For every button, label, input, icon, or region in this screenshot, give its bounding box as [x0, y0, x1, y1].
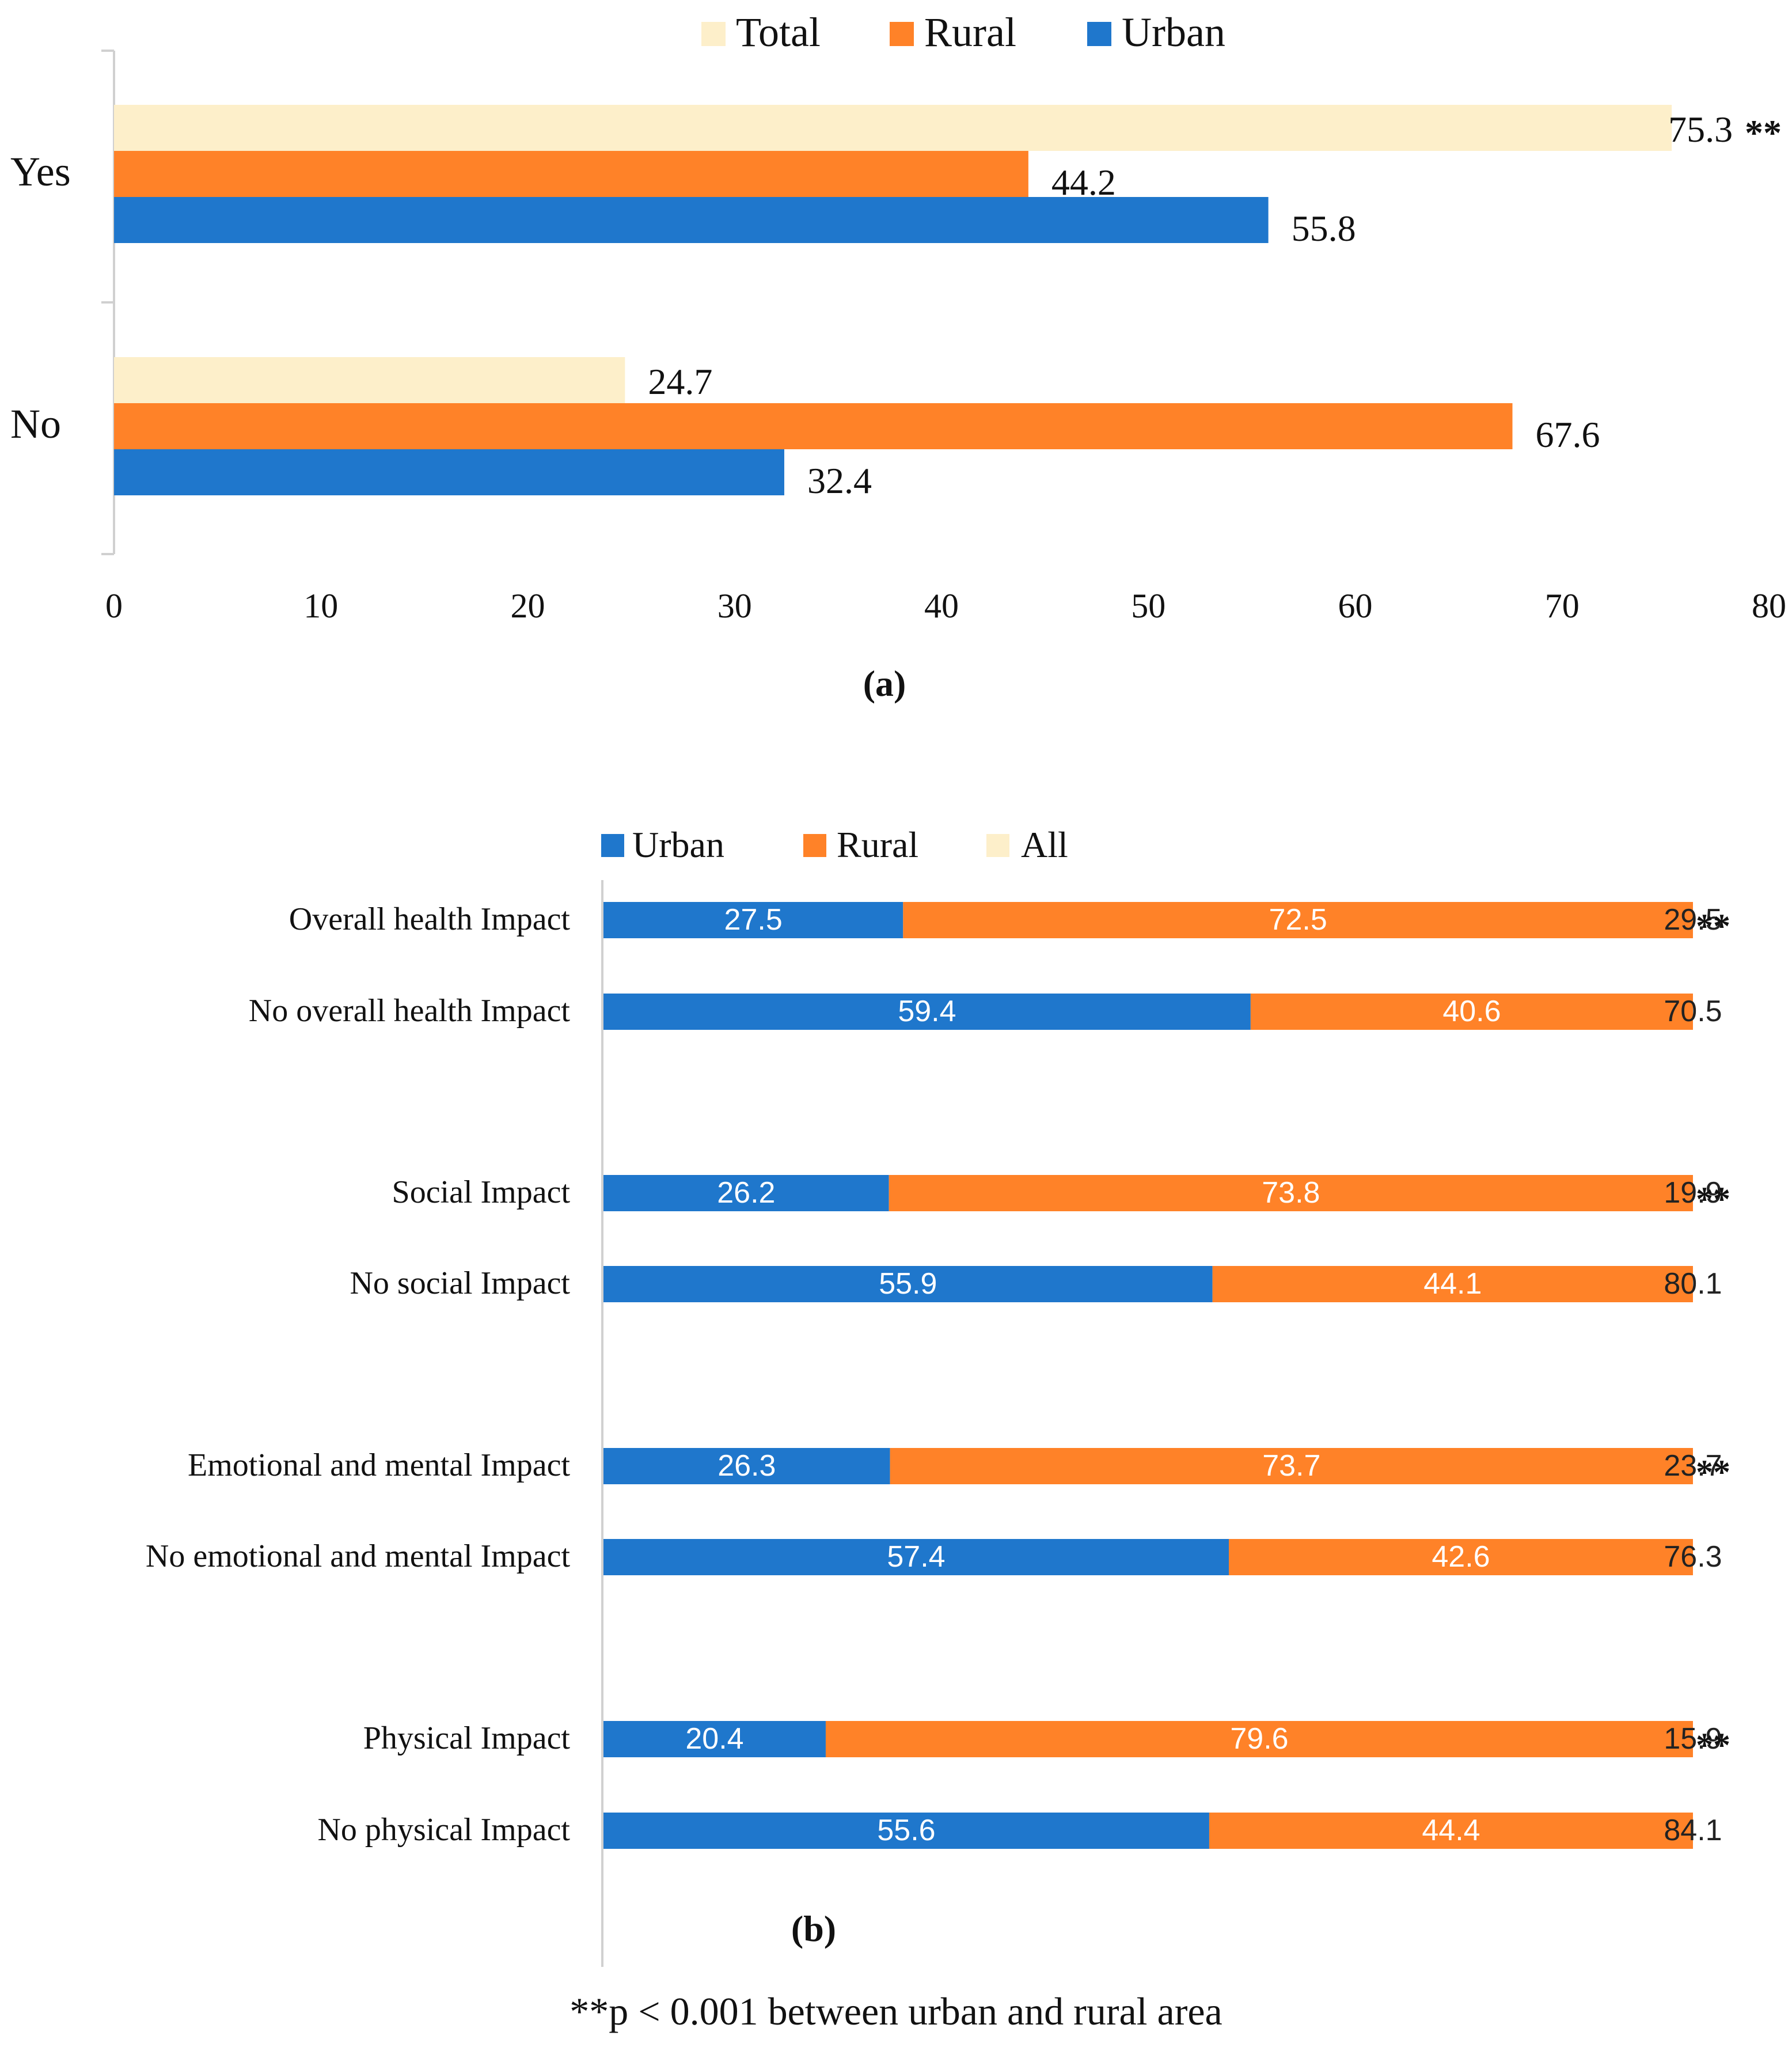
- segment-physical-impact-urban: [603, 1721, 826, 1757]
- legend-swatch-b-rural: [803, 834, 826, 857]
- segment-label-emotional-and-mental-impact-rural: 73.7: [1262, 1449, 1320, 1483]
- category-label-no-overall-health-impact: No overall health Impact: [249, 993, 571, 1029]
- segment-label-no-physical-impact-all: 84.1: [1664, 1814, 1722, 1847]
- panel-label-b: (b): [791, 1908, 836, 1949]
- segment-no-physical-impact-urban: [603, 1813, 1209, 1849]
- segment-no-emotional-and-mental-impact-rural: [1229, 1539, 1693, 1575]
- x-tick-label-0: 0: [105, 587, 123, 625]
- segment-label-physical-impact-urban: 20.4: [685, 1722, 743, 1756]
- segment-no-social-impact-rural: [1212, 1266, 1693, 1302]
- category-label-social-impact: Social Impact: [392, 1174, 571, 1210]
- segment-label-no-social-impact-urban: 55.9: [879, 1267, 937, 1301]
- segment-no-overall-health-impact-rural: [1250, 994, 1693, 1030]
- category-label-no-physical-impact: No physical Impact: [317, 1812, 570, 1848]
- legend-label-urban: Urban: [1122, 9, 1225, 55]
- significance-emotional-and-mental-impact: **: [1696, 1453, 1730, 1491]
- category-label-physical-impact: Physical Impact: [363, 1720, 571, 1756]
- category-label-yes: Yes: [10, 149, 71, 195]
- segment-label-emotional-and-mental-impact-all: 23.7: [1664, 1449, 1722, 1483]
- segment-label-overall-health-impact-urban: 27.5: [724, 903, 783, 937]
- segment-label-no-overall-health-impact-urban: 59.4: [898, 995, 956, 1028]
- segment-label-emotional-and-mental-impact-urban: 26.3: [717, 1449, 776, 1483]
- x-tick-label-80: 80: [1752, 587, 1786, 625]
- data-label-yes-total: 75.3: [1668, 109, 1733, 150]
- segment-emotional-and-mental-impact-urban: [603, 1448, 890, 1484]
- segment-label-physical-impact-all: 15.9: [1664, 1722, 1722, 1756]
- segment-social-impact-rural: [889, 1175, 1693, 1211]
- legend-label-b-urban: Urban: [632, 824, 724, 865]
- x-tick-label-20: 20: [511, 587, 545, 625]
- significance-physical-impact: **: [1696, 1726, 1730, 1764]
- data-label-no-rural: 67.6: [1536, 414, 1600, 455]
- significance-overall-health-impact: **: [1696, 907, 1730, 945]
- segment-no-overall-health-impact-urban: [603, 994, 1251, 1030]
- legend-label-rural: Rural: [924, 9, 1016, 55]
- category-label-overall-health-impact: Overall health Impact: [289, 901, 571, 937]
- segment-no-emotional-and-mental-impact-urban: [603, 1539, 1229, 1575]
- segment-emotional-and-mental-impact-rural: [890, 1448, 1693, 1484]
- segment-label-social-impact-rural: 73.8: [1262, 1176, 1320, 1210]
- segment-label-overall-health-impact-rural: 72.5: [1269, 903, 1327, 937]
- x-tick-label-70: 70: [1545, 587, 1580, 625]
- segment-label-no-social-impact-all: 80.1: [1664, 1267, 1722, 1301]
- category-label-no-emotional-and-mental-impact: No emotional and mental Impact: [146, 1538, 571, 1574]
- bar-no-rural: [114, 403, 1513, 449]
- x-tick-label-50: 50: [1131, 587, 1165, 625]
- segment-label-no-emotional-and-mental-impact-all: 76.3: [1664, 1540, 1722, 1574]
- x-tick-label-10: 10: [303, 587, 338, 625]
- segment-social-impact-urban: [603, 1175, 889, 1211]
- segment-label-no-physical-impact-urban: 55.6: [877, 1814, 935, 1847]
- legend-label-b-rural: Rural: [837, 824, 918, 865]
- data-label-yes-rural: 44.2: [1051, 162, 1116, 203]
- segment-overall-health-impact-urban: [603, 902, 903, 938]
- data-label-yes-urban: 55.8: [1292, 208, 1356, 249]
- segment-label-social-impact-all: 19.9: [1664, 1176, 1722, 1210]
- segment-label-no-overall-health-impact-rural: 40.6: [1442, 995, 1501, 1028]
- significance-yes: **: [1745, 112, 1782, 153]
- panel-b-chart: Urban Rural All Overall health Impact 27.5 72…: [146, 824, 1730, 1967]
- segment-label-no-overall-health-impact-all: 70.5: [1664, 995, 1722, 1028]
- x-tick-label-30: 30: [717, 587, 752, 625]
- legend-label-b-all: All: [1021, 824, 1068, 865]
- segment-label-no-physical-impact-rural: 44.4: [1422, 1814, 1480, 1847]
- footnote: **p < 0.001 between urban and rural area: [570, 1989, 1222, 2033]
- segment-label-social-impact-urban: 26.2: [717, 1176, 775, 1210]
- segment-label-no-social-impact-rural: 44.1: [1423, 1267, 1482, 1301]
- legend-swatch-b-all: [986, 834, 1009, 857]
- bar-no-total: [114, 357, 625, 403]
- category-label-no: No: [10, 401, 61, 447]
- data-label-no-total: 24.7: [648, 361, 712, 402]
- segment-overall-health-impact-rural: [903, 902, 1693, 938]
- legend-swatch-total: [701, 22, 726, 46]
- legend-swatch-urban: [1087, 22, 1111, 46]
- bar-yes-rural: [114, 151, 1028, 197]
- category-label-emotional-and-mental-impact: Emotional and mental Impact: [188, 1447, 570, 1483]
- panel-label-a: (a): [863, 663, 906, 704]
- legend-swatch-rural: [890, 22, 914, 46]
- segment-no-social-impact-urban: [603, 1266, 1213, 1302]
- panel-a-chart: Total Rural Urban 0 10 20 30 40 50 60 70 80 Yes 75.3 4…: [10, 9, 1786, 704]
- significance-social-impact: **: [1696, 1180, 1730, 1218]
- legend-swatch-b-urban: [601, 834, 624, 857]
- segment-no-physical-impact-rural: [1209, 1813, 1693, 1849]
- bar-yes-total: [114, 105, 1672, 151]
- segment-physical-impact-rural: [825, 1721, 1693, 1757]
- segment-label-no-emotional-and-mental-impact-urban: 57.4: [887, 1540, 945, 1574]
- bar-yes-urban: [114, 197, 1269, 243]
- legend-label-total: Total: [736, 9, 821, 55]
- category-label-no-social-impact: No social Impact: [350, 1265, 570, 1301]
- x-tick-label-40: 40: [924, 587, 959, 625]
- data-label-no-urban: 32.4: [807, 460, 872, 501]
- segment-label-no-emotional-and-mental-impact-rural: 42.6: [1432, 1540, 1490, 1574]
- bar-no-urban: [114, 449, 784, 495]
- segment-label-physical-impact-rural: 79.6: [1230, 1722, 1288, 1756]
- segment-label-overall-health-impact-all: 29.5: [1664, 903, 1722, 937]
- x-tick-label-60: 60: [1338, 587, 1373, 625]
